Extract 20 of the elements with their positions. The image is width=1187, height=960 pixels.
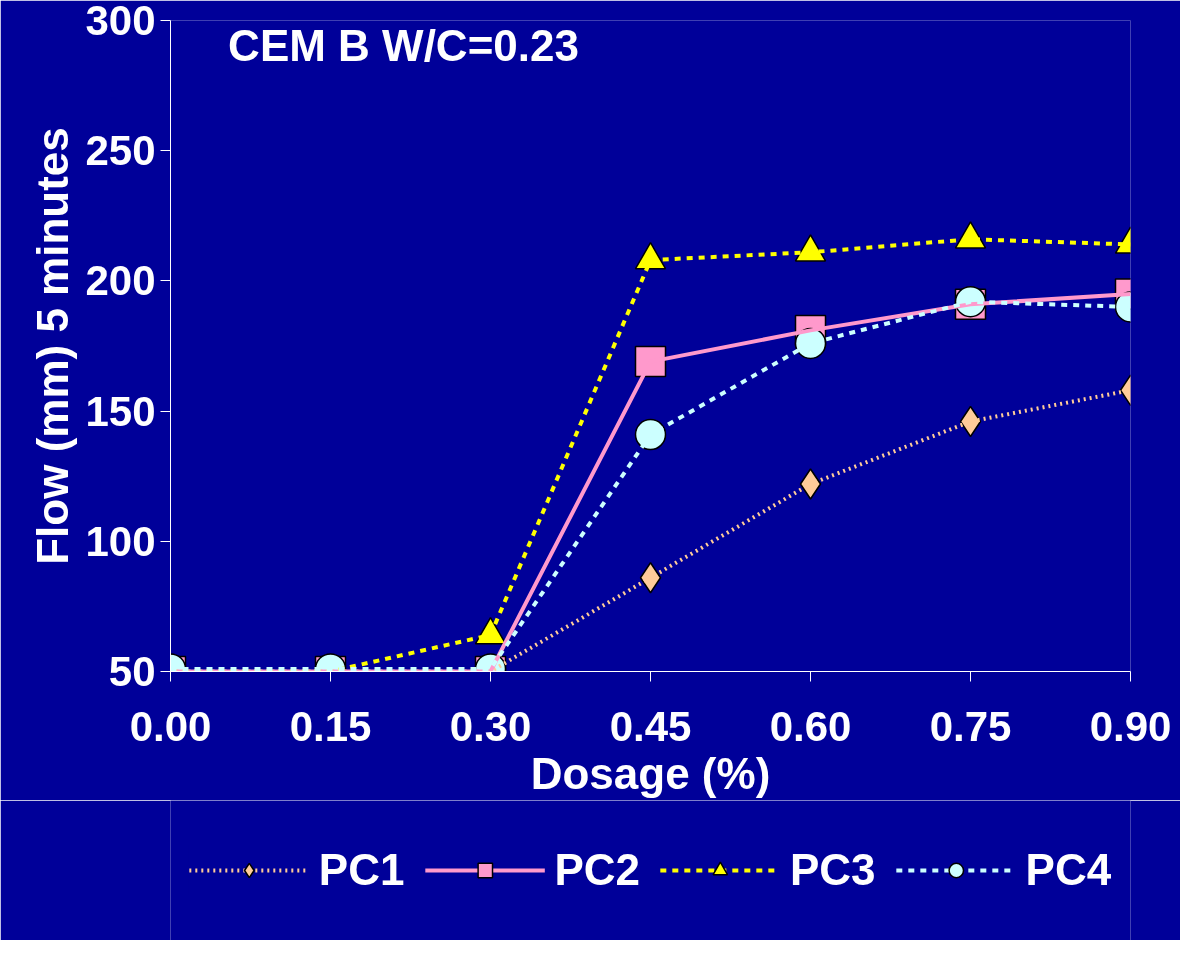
y-tick-label: 300 <box>85 0 156 44</box>
y-tick-label: 150 <box>85 387 156 435</box>
chart-title: CEM B W/C=0.23 <box>228 20 579 70</box>
legend-label: PC2 <box>554 845 640 895</box>
y-tick-label: 50 <box>108 648 156 695</box>
x-tick-label: 0.15 <box>289 702 372 750</box>
y-tick-label: 100 <box>85 517 156 565</box>
x-axis-title: Dosage (%) <box>530 748 771 798</box>
y-tick-label: 200 <box>85 257 156 305</box>
x-tick-label: 0.75 <box>929 702 1012 750</box>
x-tick-label: 0.30 <box>449 702 532 750</box>
x-tick-label: 0.90 <box>1089 702 1172 750</box>
x-tick-label: 0.00 <box>129 702 212 750</box>
x-tick-label: 0.60 <box>769 702 852 750</box>
legend-label: PC3 <box>790 845 876 895</box>
legend-label: PC4 <box>1025 845 1112 895</box>
legend-label: PC1 <box>318 845 405 895</box>
y-tick-label: 250 <box>85 127 156 175</box>
y-axis-title: Flow (mm) 5 minutes <box>28 127 78 565</box>
x-tick-label: 0.45 <box>609 702 692 750</box>
